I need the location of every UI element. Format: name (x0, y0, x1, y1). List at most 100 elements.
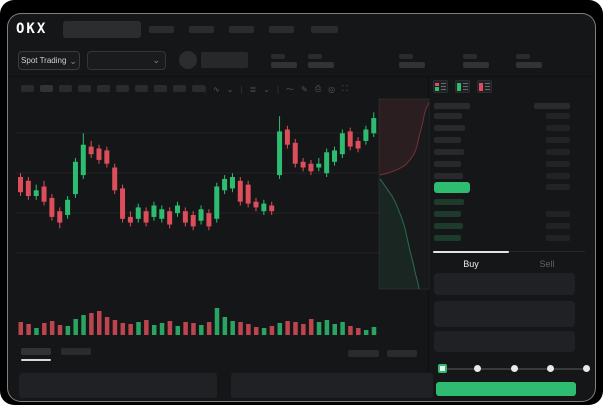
slider-stop[interactable] (546, 365, 554, 372)
screenshot-icon[interactable]: ⎙ (314, 84, 322, 93)
trendline-icon[interactable]: 〜 (286, 84, 295, 94)
ask-row[interactable] (434, 159, 570, 171)
ask-row[interactable] (434, 147, 570, 159)
header-divider (8, 76, 595, 77)
ask-row[interactable] (434, 171, 570, 183)
brand-logo: OKX (16, 21, 48, 37)
coin-avatar (179, 51, 197, 69)
search-input[interactable] (63, 21, 141, 38)
total-input-placeholder[interactable] (434, 331, 575, 352)
toolbar-divider: | (204, 84, 207, 94)
nav-item-placeholder[interactable] (311, 26, 338, 33)
price-placeholder (434, 235, 461, 241)
fullscreen-icon[interactable]: ⛶ (342, 84, 348, 93)
nav-item-placeholder[interactable] (229, 26, 254, 33)
last-price-badge (434, 182, 470, 193)
price-placeholder (434, 149, 464, 155)
amount-placeholder (546, 211, 570, 217)
nav-item-placeholder[interactable] (189, 26, 214, 33)
price-placeholder (434, 161, 461, 167)
settings-icon[interactable]: ◎ (328, 84, 336, 94)
timeframe-button[interactable] (59, 85, 72, 92)
price-input-placeholder[interactable] (434, 273, 575, 295)
orders-table-placeholder (231, 373, 433, 398)
orders-table-placeholder (19, 373, 217, 398)
ticker-stat (463, 54, 489, 68)
buy-tab[interactable]: Buy (463, 259, 479, 269)
orderbook-header (434, 103, 570, 111)
amount-placeholder (546, 125, 570, 131)
amount-placeholder (546, 113, 570, 119)
price-column-header (434, 103, 470, 109)
orderbook-asks (434, 111, 570, 183)
orderbook-bids (434, 197, 570, 245)
bid-row[interactable] (434, 197, 570, 209)
orderbook-view-toggles (433, 80, 492, 93)
slider-stop[interactable] (474, 365, 482, 372)
price-placeholder (434, 137, 461, 143)
orderbook-last-price-row (434, 182, 570, 195)
nav-item-placeholder[interactable] (269, 26, 294, 33)
amount-placeholder (546, 137, 570, 143)
bottom-tab-active[interactable] (21, 348, 51, 355)
orderbook-view-asks-icon[interactable] (477, 80, 492, 93)
sell-tab[interactable]: Sell (539, 259, 555, 269)
chart-toolbar-icons: | ∿ ⌄ | ≣ ⌄ | 〜 ✎ ⎙ ◎ ⛶ (204, 83, 348, 95)
buy-button[interactable] (436, 382, 576, 396)
bid-row[interactable] (434, 209, 570, 221)
orderbook-view-all-icon[interactable] (433, 80, 448, 93)
timeframe-button[interactable] (97, 85, 110, 92)
draw-icon[interactable]: ✎ (301, 84, 308, 94)
ticker-stat (308, 54, 334, 68)
ask-row[interactable] (434, 111, 570, 123)
timeframe-button-active[interactable] (40, 85, 53, 92)
active-tab-indicator (433, 251, 509, 253)
market-type-dropdown[interactable]: Spot Trading ⌄ (18, 51, 80, 70)
slider-handle[interactable] (438, 364, 447, 373)
ticker-stat (271, 54, 297, 68)
bid-row[interactable] (434, 233, 570, 245)
bid-row[interactable] (434, 221, 570, 233)
bottom-action-placeholder[interactable] (387, 350, 417, 357)
toolbar-divider: | (240, 84, 243, 94)
chevron-down-icon[interactable]: ⌄ (226, 84, 234, 94)
amount-slider[interactable] (436, 363, 592, 375)
amount-placeholder (546, 149, 570, 155)
bottom-action-placeholder[interactable] (348, 350, 379, 357)
price-placeholder (434, 125, 465, 131)
orderbook-view-bids-icon[interactable] (455, 80, 470, 93)
color-cells (479, 82, 483, 91)
color-cells (435, 82, 439, 91)
amount-input-placeholder[interactable] (434, 301, 575, 327)
slider-stop[interactable] (510, 365, 518, 372)
chart-style-icon[interactable]: ≣ (249, 84, 257, 94)
timeframe-button[interactable] (173, 85, 186, 92)
amount-placeholder (546, 223, 570, 229)
row-lines (441, 83, 446, 90)
amount-column-header (534, 103, 570, 109)
timeframe-button[interactable] (154, 85, 167, 92)
bottom-tab[interactable] (61, 348, 91, 355)
amount-placeholder (546, 235, 570, 241)
chevron-down-icon[interactable]: ⌄ (263, 84, 270, 94)
timeframe-button[interactable] (21, 85, 34, 92)
trading-app-window: OKX Spot Trading ⌄ ⌄ (7, 13, 596, 402)
pair-selector-dropdown[interactable]: ⌄ (87, 51, 166, 70)
price-placeholder (434, 199, 464, 205)
timeframe-button[interactable] (135, 85, 148, 92)
amount-placeholder (546, 161, 570, 167)
toolbar-divider: | (276, 84, 280, 94)
indicators-icon[interactable]: ∿ (213, 84, 220, 94)
price-placeholder (434, 211, 461, 217)
nav-item-placeholder[interactable] (149, 26, 174, 33)
ask-row[interactable] (434, 135, 570, 147)
ask-row[interactable] (434, 123, 570, 135)
row-lines (463, 83, 468, 90)
price-chart[interactable] (16, 97, 431, 341)
slider-stop[interactable] (583, 365, 590, 372)
timeframe-button[interactable] (116, 85, 129, 92)
timeframe-button[interactable] (192, 85, 205, 92)
amount-placeholder (546, 173, 570, 179)
timeframe-button[interactable] (78, 85, 91, 92)
